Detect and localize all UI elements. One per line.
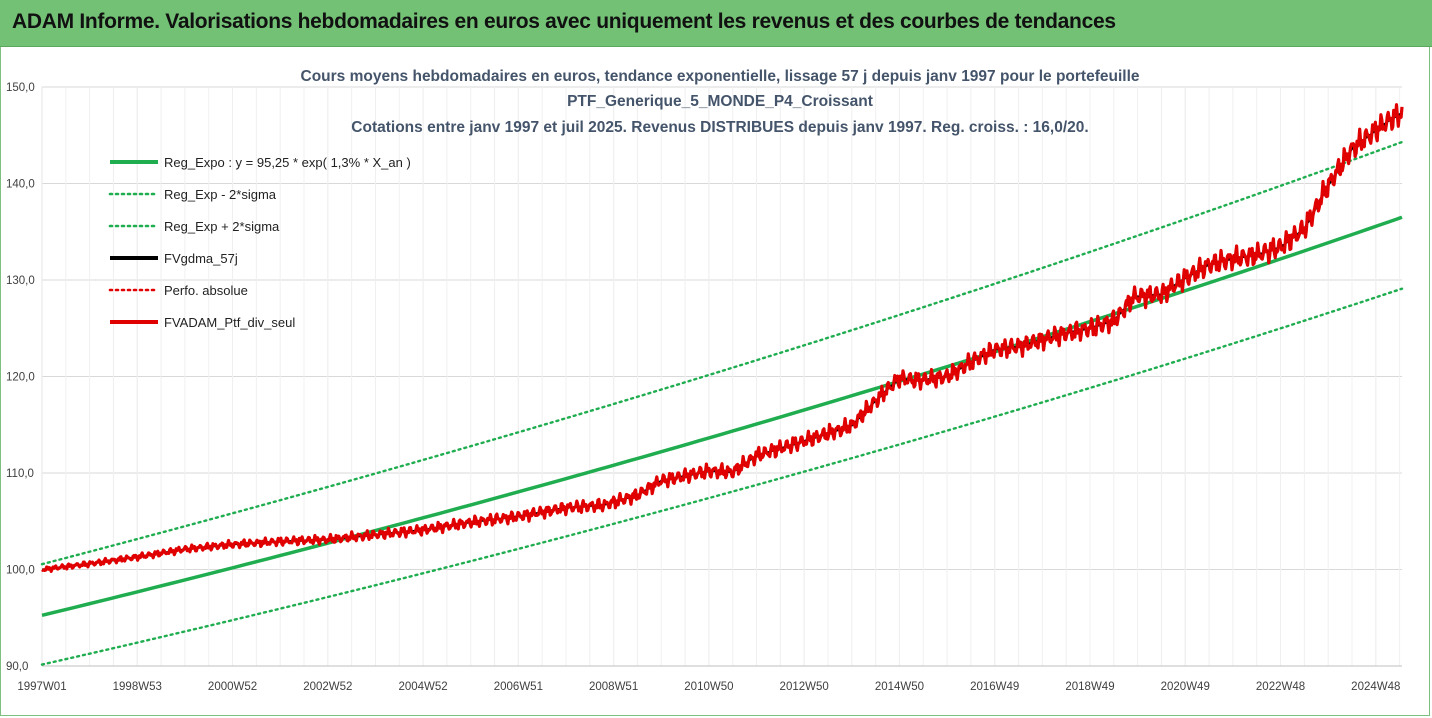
y-tick-label: 120,0: [6, 372, 35, 384]
y-tick-label: 140,0: [6, 179, 35, 191]
legend-label: FVgdma_57j: [164, 251, 238, 266]
x-tick-label: 2004W52: [398, 681, 447, 693]
legend-label: FVADAM_Ptf_div_seul: [164, 315, 295, 330]
x-tick-label: 2024W48: [1351, 681, 1400, 693]
x-tick-label: 2010W50: [684, 681, 733, 693]
series-line-portfolio: [41, 103, 1404, 573]
y-tick-label: 150,0: [6, 82, 35, 94]
chart-title-line-3: Cotations entre janv 1997 et juil 2025. …: [351, 119, 1088, 136]
legend-label: Reg_Exp - 2*sigma: [164, 187, 277, 202]
x-tick-label: 2014W50: [875, 681, 924, 693]
x-tick-label: 2000W52: [208, 681, 257, 693]
report-title: ADAM Informe. Valorisations hebdomadaire…: [12, 10, 1116, 33]
series-line-trend: [41, 215, 1403, 618]
x-tick-label: 2016W49: [970, 681, 1019, 693]
x-tick-label: 2012W50: [780, 681, 829, 693]
series-line-upper: [40, 140, 1404, 566]
x-tick-label: 2018W49: [1065, 681, 1114, 693]
x-tick-label: 2006W51: [494, 681, 543, 693]
legend-label: Perfo. absolue: [164, 283, 248, 298]
series-line-smooth: [41, 111, 1404, 572]
legend-label: Reg_Expo : y = 95,25 * exp( 1,3% * X_an …: [164, 155, 411, 170]
chart-title-line-2: PTF_Generique_5_MONDE_P4_Croissant: [567, 93, 873, 110]
line-chart: Cours moyens hebdomadaires en euros, ten…: [6, 68, 1404, 693]
y-tick-label: 100,0: [6, 565, 35, 577]
x-tick-label: 2008W51: [589, 681, 638, 693]
x-tick-label: 2020W49: [1161, 681, 1210, 693]
report-header: ADAM Informe. Valorisations hebdomadaire…: [0, 0, 1432, 47]
x-tick-label: 1998W53: [113, 681, 162, 693]
y-tick-label: 130,0: [6, 275, 35, 287]
x-tick-label: 2002W52: [303, 681, 352, 693]
y-tick-label: 110,0: [6, 468, 34, 480]
x-tick-label: 2022W48: [1256, 681, 1305, 693]
chart-title: Cours moyens hebdomadaires en euros, ten…: [301, 68, 1140, 136]
y-tick-label: 90,0: [6, 661, 28, 673]
y-axis-ticks: 90,0 100,0 110,0 120,0 130,0 140,0 150,0: [6, 82, 35, 673]
x-axis-ticks: 1997W01 1998W53 2000W52 2002W52 2004W52 2006W…: [17, 681, 1400, 693]
chart-legend: Reg_Expo : y = 95,25 * exp( 1,3% * X_an …: [108, 155, 411, 330]
series-line-lower: [40, 287, 1404, 666]
x-tick-label: 1997W01: [17, 681, 66, 693]
chart-series: [40, 103, 1404, 666]
legend-label: Reg_Exp + 2*sigma: [164, 219, 280, 234]
chart-grid: [41, 86, 1402, 667]
chart-title-line-1: Cours moyens hebdomadaires en euros, ten…: [301, 68, 1140, 85]
